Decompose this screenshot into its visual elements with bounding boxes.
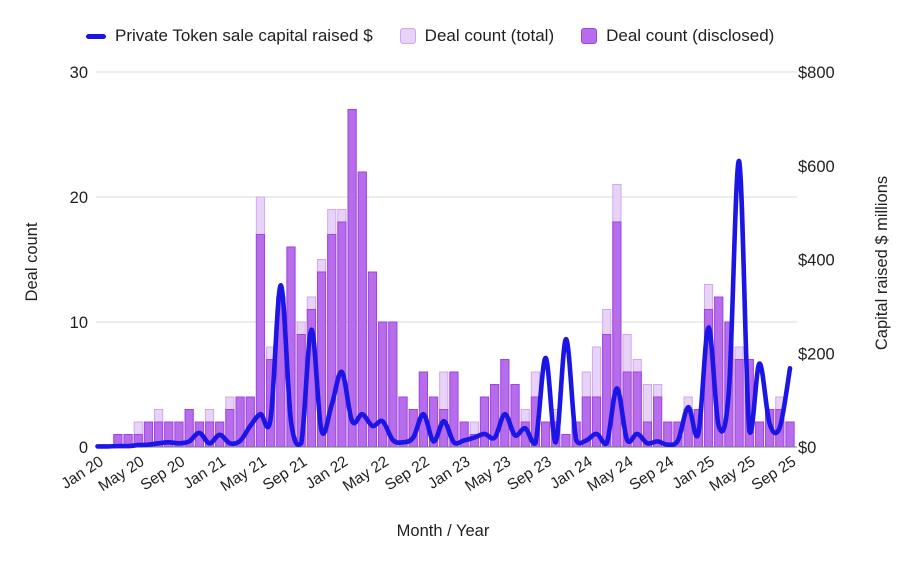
legend-item-deal-count-total[interactable]: Deal count (total)	[399, 26, 555, 46]
legend-label-capital-raised: Private Token sale capital raised $	[115, 26, 373, 45]
capital-raised-line[interactable]	[95, 158, 793, 449]
bar-disclosed[interactable]	[734, 359, 744, 448]
line-marker-icon	[86, 33, 106, 39]
y-left-tick: 30	[70, 64, 88, 82]
x-tick: May 22	[340, 453, 392, 495]
bar-disclosed[interactable]	[357, 171, 367, 448]
y-left-tick: 20	[70, 189, 88, 207]
y-left-tick-labels: 0 10 20 30	[70, 64, 88, 457]
x-tick: Sep 20	[138, 453, 189, 494]
bar-disclosed[interactable]	[418, 371, 428, 448]
y-right-tick: $400	[798, 252, 835, 270]
bar-disclosed[interactable]	[337, 221, 347, 448]
y-left-tick: 0	[79, 439, 88, 457]
bar-disclosed[interactable]	[785, 421, 795, 448]
y-left-axis-title: Deal count	[23, 222, 41, 301]
legend-item-capital-raised[interactable]: Private Token sale capital raised $	[86, 26, 373, 46]
legend-label-deal-count-disclosed: Deal count (disclosed)	[606, 26, 775, 45]
bar-disclosed[interactable]	[500, 359, 510, 448]
bar-disclosed[interactable]	[754, 421, 765, 448]
total-swatch-icon	[399, 28, 416, 44]
chart-legend: Private Token sale capital raised $ Deal…	[86, 26, 774, 46]
y-right-tick: $800	[798, 64, 835, 82]
x-tick: May 21	[218, 453, 270, 495]
legend-item-deal-count-disclosed[interactable]: Deal count (disclosed)	[581, 26, 774, 46]
x-tick: May 20	[96, 453, 148, 495]
bar-disclosed[interactable]	[479, 396, 490, 448]
x-tick: May 25	[707, 453, 759, 495]
y-right-axis-title: Capital raised $ millions	[873, 176, 891, 350]
x-tick: Sep 22	[382, 453, 432, 494]
y-left-tick: 10	[70, 314, 88, 332]
y-right-tick-labels: $0 $200 $400 $600 $800	[798, 64, 835, 457]
y-right-tick: $200	[798, 345, 835, 363]
y-right-tick: $600	[798, 158, 835, 176]
deal-count-disclosed-bars[interactable]	[113, 109, 795, 448]
x-tick: Sep 23	[504, 453, 554, 494]
bar-disclosed[interactable]	[388, 321, 398, 448]
legend-label-deal-count-total: Deal count (total)	[424, 26, 555, 45]
x-tick: Sep 24	[627, 453, 678, 494]
bar-disclosed[interactable]	[540, 421, 551, 448]
y-right-tick: $0	[798, 439, 816, 457]
x-axis-title: Month / Year	[397, 522, 490, 540]
disclosed-swatch-icon	[581, 28, 598, 44]
x-tick: May 23	[462, 453, 514, 495]
bar-disclosed[interactable]	[398, 396, 408, 448]
x-tick: Sep 21	[260, 453, 310, 494]
capital-raised-path[interactable]	[95, 158, 793, 449]
x-tick: Sep 25	[749, 453, 799, 494]
x-tick: May 24	[584, 453, 636, 495]
bar-disclosed[interactable]	[561, 434, 571, 448]
